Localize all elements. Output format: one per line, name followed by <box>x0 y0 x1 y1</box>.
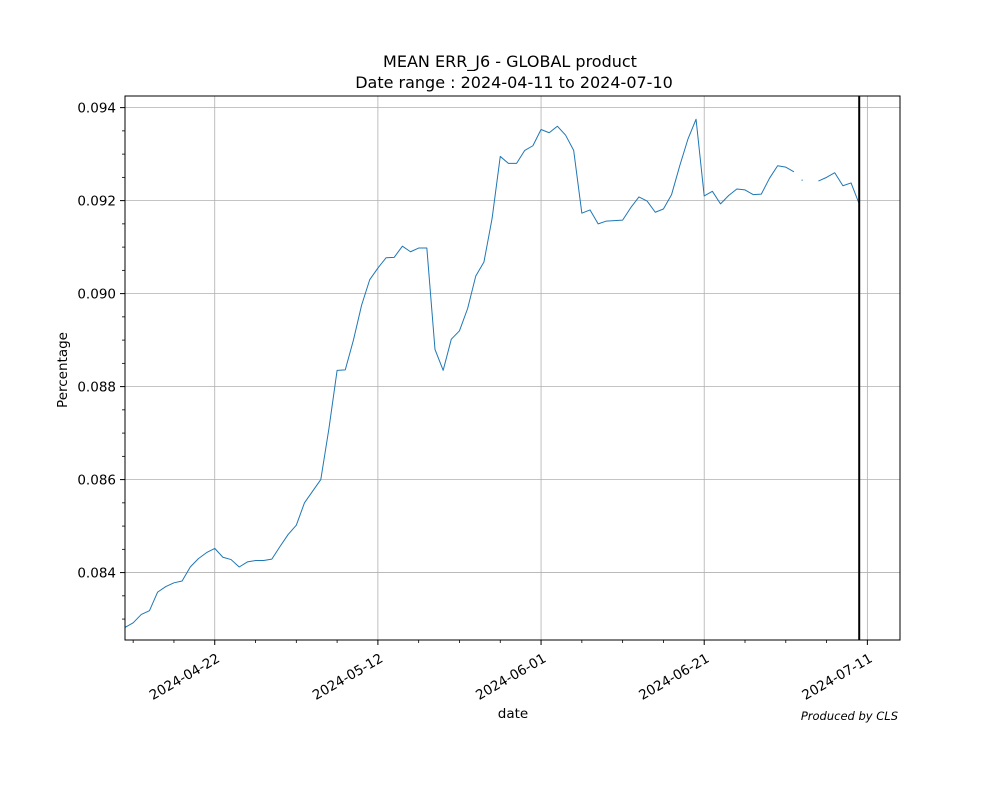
series-line-segment <box>818 172 860 205</box>
x-tick-label: 2024-06-21 <box>636 651 712 704</box>
x-tick-label: 2024-05-12 <box>310 651 386 704</box>
grid-lines <box>125 96 900 640</box>
y-tick-label: 0.088 <box>77 380 116 396</box>
y-axis-ticks: 0.084 0.086 0.088 0.090 0.092 0.094 <box>77 101 125 620</box>
series-lines <box>124 118 860 628</box>
chart-subtitle: Date range : 2024-04-11 to 2024-07-10 <box>355 73 673 92</box>
y-axis-label: Percentage <box>55 332 71 408</box>
x-axis-label: date <box>498 706 528 722</box>
x-tick-label: 2024-06-01 <box>473 651 549 704</box>
y-tick-label: 0.094 <box>77 101 116 117</box>
chart-title: MEAN ERR_J6 - GLOBAL product <box>383 52 637 72</box>
y-tick-label: 0.084 <box>77 566 116 582</box>
credit-text: Produced by CLS <box>801 709 898 723</box>
x-tick-label: 2024-04-22 <box>147 651 223 704</box>
plot-area-frame <box>124 95 901 641</box>
x-tick-label: 2024-07-11 <box>799 651 875 704</box>
y-tick-label: 0.092 <box>77 194 116 210</box>
series-point <box>801 179 803 181</box>
x-axis-ticks: 2024-04-22 2024-05-12 2024-06-01 2024-06-21… <box>132 640 875 704</box>
series-line-segment <box>124 118 795 628</box>
y-tick-label: 0.086 <box>77 473 116 489</box>
y-tick-label: 0.090 <box>77 287 116 303</box>
